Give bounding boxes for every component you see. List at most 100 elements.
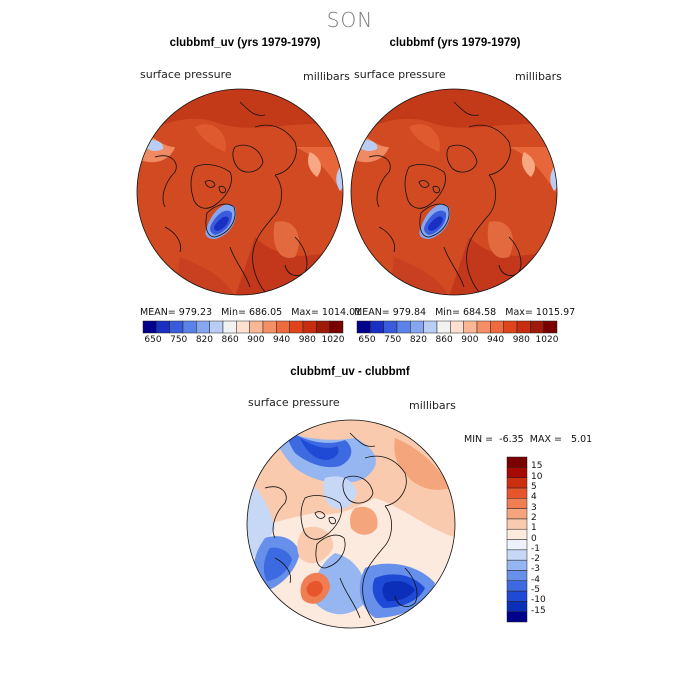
min-value: 684.58 — [462, 307, 497, 318]
max-value: 5.01 — [571, 434, 593, 445]
colorbar-tick-label: 900 — [461, 335, 479, 345]
colorbar-tick-label: 940 — [272, 335, 291, 345]
colorbar-ticks-obs: 650 750 820 860 900 940 980 1020 — [357, 335, 559, 347]
colorbar-swatch — [506, 601, 528, 612]
min-label: MIN = — [464, 434, 494, 445]
colorbar-tick-label: 0 — [531, 533, 537, 544]
colorbar-tick-label: 750 — [384, 335, 402, 345]
variable-label-obs: surface pressure — [354, 68, 446, 81]
colorbar-swatch — [356, 320, 371, 334]
polar-map-diff — [246, 419, 456, 629]
mean-label: MEAN= — [354, 307, 390, 318]
colorbar-swatch — [506, 508, 528, 520]
unit-label-model: millibars — [303, 70, 350, 83]
colorbar-tick-label: -3 — [531, 564, 540, 575]
colorbar-swatch — [289, 320, 304, 334]
colorbar-swatch — [249, 320, 264, 334]
stats-obs: MEAN= 979.84 Min= 684.58 Max= 1015.97 — [354, 307, 575, 318]
unit-label-obs: millibars — [515, 70, 562, 83]
max-label: Max= — [291, 307, 319, 318]
colorbar-swatch — [506, 611, 528, 623]
variable-label-model: surface pressure — [140, 68, 232, 81]
colorbar-tick-label: 2 — [531, 512, 537, 523]
colorbar-tick-label: -4 — [531, 574, 540, 585]
min-value: 686.05 — [248, 307, 283, 318]
colorbar-tick-label: 980 — [512, 335, 530, 345]
colorbar-tick-label: 940 — [486, 335, 505, 345]
polar-map-obs — [350, 88, 558, 296]
colorbar-tick-label: 10 — [531, 471, 543, 482]
colorbar-swatch — [396, 320, 411, 334]
colorbar-swatch — [503, 320, 518, 334]
colorbar-swatch — [506, 498, 528, 509]
colorbar-swatch — [209, 320, 224, 334]
colorbar-swatch — [506, 518, 528, 530]
colorbar-tick-label: -15 — [531, 605, 546, 616]
colorbar-swatch — [196, 320, 210, 334]
colorbar-tick-label: -1 — [531, 543, 540, 554]
mean-value: 979.23 — [178, 307, 213, 318]
colorbar-tick-label: 4 — [531, 492, 537, 503]
colorbar-swatch — [450, 320, 464, 334]
colorbar-tick-label: -10 — [531, 595, 546, 606]
colorbar-swatch — [262, 320, 277, 334]
colorbar-tick-label: 1020 — [321, 335, 345, 345]
colorbar-swatch — [506, 570, 528, 581]
colorbar-tick-label: 860 — [435, 335, 453, 345]
colorbar-swatch — [506, 528, 528, 540]
colorbar-swatch — [506, 539, 528, 551]
colorbar-tick-label: 900 — [247, 335, 265, 345]
colorbar-swatch — [506, 580, 528, 592]
colorbar-tick-label: 1 — [531, 523, 537, 534]
colorbar-swatch — [329, 320, 344, 334]
colorbar-model — [142, 320, 344, 334]
colorbar-swatch — [276, 320, 290, 334]
colorbar-tick-label: 1020 — [535, 335, 559, 345]
stats-diff: MIN = -6.35 MAX = 5.01 — [464, 434, 592, 445]
colorbar-tick-label: 820 — [195, 335, 214, 345]
colorbar-swatch — [169, 320, 184, 334]
min-label: Min= — [221, 307, 246, 318]
max-label: MAX = — [529, 434, 562, 445]
colorbar-tick-label: 820 — [409, 335, 428, 345]
colorbar-tick-label: 860 — [221, 335, 239, 345]
colorbar-swatch — [490, 320, 504, 334]
colorbar-tick-label: -2 — [531, 554, 540, 565]
colorbar-swatch — [410, 320, 424, 334]
variable-label-diff: surface pressure — [248, 396, 340, 409]
polar-map-model — [136, 88, 344, 296]
colorbar-swatch — [222, 320, 237, 334]
mean-label: MEAN= — [140, 307, 176, 318]
unit-label-diff: millibars — [409, 399, 456, 412]
colorbar-swatch — [436, 320, 451, 334]
colorbar-swatch — [142, 320, 157, 334]
colorbar-tick-label: 3 — [531, 502, 537, 513]
colorbar-tick-label: 750 — [170, 335, 188, 345]
max-label: Max= — [505, 307, 533, 318]
colorbar-tick-label: 15 — [531, 461, 543, 472]
colorbar-swatch — [156, 320, 170, 334]
mean-value: 979.84 — [392, 307, 427, 318]
min-value: -6.35 — [499, 434, 524, 445]
colorbar-swatch — [506, 467, 528, 478]
colorbar-swatch — [516, 320, 531, 334]
panel-title-diff: clubbmf_uv - clubbmf — [290, 366, 410, 378]
colorbar-swatch — [316, 320, 330, 334]
colorbar-swatch — [302, 320, 317, 334]
colorbar-swatch — [383, 320, 398, 334]
colorbar-swatch — [463, 320, 478, 334]
colorbar-ticks-diff: 15 10 5 4 3 2 1 0 -1 -2 -3 -4 -5 -10 -15 — [531, 457, 571, 622]
colorbar-swatch — [506, 549, 528, 561]
colorbar-swatch — [506, 590, 528, 602]
min-label: Min= — [435, 307, 460, 318]
colorbar-ticks-model: 650 750 820 860 900 940 980 1020 — [143, 335, 345, 347]
colorbar-swatch — [506, 559, 528, 571]
stats-model: MEAN= 979.23 Min= 686.05 Max= 1014.01 — [140, 307, 361, 318]
colorbar-swatch — [182, 320, 197, 334]
colorbar-swatch — [506, 456, 528, 468]
colorbar-obs — [356, 320, 558, 334]
colorbar-tick-label: 650 — [144, 335, 162, 345]
season-title: SON — [326, 8, 374, 32]
colorbar-swatch — [506, 477, 528, 489]
colorbar-tick-label: 980 — [298, 335, 316, 345]
